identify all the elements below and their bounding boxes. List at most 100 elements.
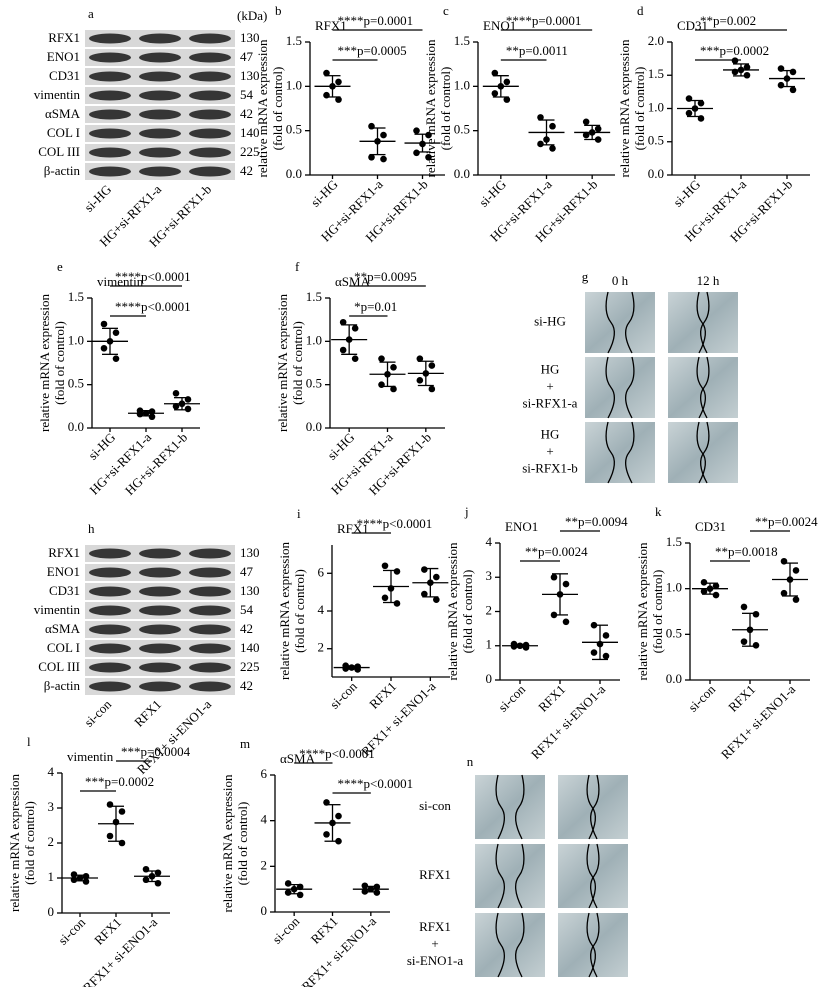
y-tick-label: 2	[486, 602, 493, 617]
chart-title: RFX1	[337, 521, 369, 536]
wound-edge	[495, 774, 505, 840]
data-point	[537, 114, 544, 121]
scratch-label: +	[546, 443, 553, 458]
chart-title: vimentin	[97, 274, 144, 289]
protein-label: ENO1	[47, 49, 80, 64]
data-point	[100, 320, 108, 328]
x-tick-label: RFX1	[308, 914, 341, 947]
data-point	[284, 889, 292, 896]
y-tick-label: 1.0	[648, 99, 664, 114]
significance-label: **p=0.0095	[354, 269, 417, 284]
y-tick-label: 0	[261, 903, 268, 918]
kda-label: 47	[240, 564, 254, 579]
data-point	[602, 632, 610, 639]
data-point	[590, 649, 598, 656]
blot-band	[89, 166, 131, 177]
data-point	[381, 594, 389, 602]
wound-edge	[515, 912, 525, 978]
y-axis-label: (fold of control)	[292, 569, 307, 653]
data-point	[582, 131, 590, 139]
data-point	[421, 590, 428, 598]
blot-band	[89, 548, 131, 559]
y-tick-label: 1.0	[286, 77, 302, 92]
blot-band	[189, 90, 231, 101]
blot-band	[89, 662, 131, 673]
kda-label: 140	[240, 640, 260, 655]
data-point	[550, 573, 558, 581]
data-point	[413, 127, 420, 134]
data-point	[416, 355, 424, 362]
wound-edge	[515, 843, 525, 909]
wound-edge	[605, 421, 615, 484]
y-axis-label: relative mRNA expression	[220, 774, 235, 912]
y-tick-label: 1.0	[666, 580, 682, 595]
y-tick-label: 0.0	[68, 419, 84, 434]
chart-title: RFX1	[315, 18, 347, 33]
data-point	[335, 96, 342, 103]
data-point	[792, 596, 800, 603]
data-point	[390, 385, 397, 393]
y-tick-label: 1.0	[68, 332, 84, 347]
kda-label: 225	[240, 659, 260, 674]
data-point	[549, 145, 556, 152]
time-label: 12 h	[697, 273, 720, 288]
data-point	[339, 318, 347, 326]
x-tick-label: RFX1	[725, 682, 758, 715]
panel-letter: i	[297, 506, 301, 521]
y-tick-label: 0	[486, 671, 493, 686]
wound-edge	[590, 774, 600, 840]
scratch-label: si-ENO1-a	[407, 953, 464, 968]
y-axis-label: relative mRNA expression	[445, 542, 460, 680]
y-tick-label: 0.0	[454, 166, 470, 181]
data-point	[700, 588, 708, 595]
blot-band	[189, 128, 231, 139]
scratch-label: RFX1	[419, 867, 451, 882]
data-point	[373, 889, 381, 896]
kda-label: 54	[240, 602, 254, 617]
blot-band	[89, 681, 131, 692]
data-point	[697, 99, 705, 107]
significance-label: ****p<0.0001	[357, 516, 433, 531]
data-point	[351, 355, 359, 362]
blot-band	[189, 548, 231, 559]
y-axis-label: (fold of control)	[22, 801, 37, 885]
x-tick-label: RFX1	[91, 915, 124, 948]
kda-label: 130	[240, 545, 260, 560]
blot-band	[139, 166, 181, 177]
data-point	[378, 355, 385, 362]
data-point	[413, 149, 420, 157]
kda-label: 130	[240, 583, 260, 598]
chart-title: CD31	[695, 519, 726, 534]
blot-band	[139, 681, 181, 692]
wound-edge	[590, 912, 600, 978]
y-axis-label: (fold of control)	[52, 321, 67, 405]
data-point	[700, 578, 708, 586]
protein-label: β-actin	[44, 678, 81, 693]
y-tick-label: 1.0	[306, 332, 322, 347]
y-axis-label: (fold of control)	[438, 67, 453, 151]
y-axis-label: relative mRNA expression	[37, 294, 52, 432]
data-point	[582, 118, 590, 126]
lane-label: si-con	[81, 696, 114, 729]
y-tick-label: 1.5	[68, 289, 84, 304]
blot-band	[89, 52, 131, 63]
data-point	[118, 808, 126, 815]
y-axis-label: (fold of control)	[235, 802, 250, 886]
x-tick-label: RFX1+ si-ENO1-a	[528, 681, 609, 762]
blot-band	[189, 71, 231, 82]
data-point	[393, 568, 401, 575]
blot-band	[139, 605, 181, 616]
panel-letter: d	[637, 3, 644, 18]
data-point	[602, 652, 610, 660]
data-point	[752, 641, 760, 649]
data-point	[172, 390, 180, 397]
blot-band	[89, 128, 131, 139]
panel-letter: c	[443, 3, 449, 18]
panel-letter: e	[57, 259, 63, 274]
data-point	[428, 385, 436, 393]
y-axis-label: relative mRNA expression	[275, 294, 290, 432]
blot-band	[189, 567, 231, 578]
data-point	[323, 69, 330, 77]
kda-label: 130	[240, 30, 260, 45]
protein-label: αSMA	[45, 621, 81, 636]
